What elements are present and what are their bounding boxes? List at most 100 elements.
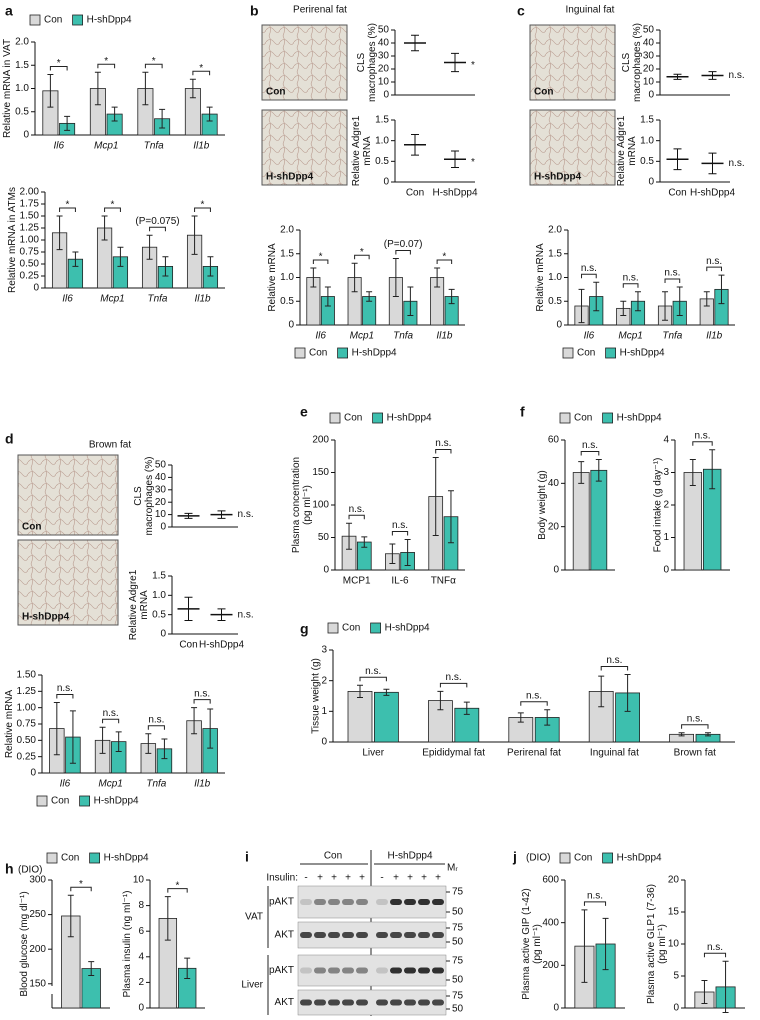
legend-swatch bbox=[294, 347, 306, 359]
legend-label: Con bbox=[44, 15, 62, 26]
insulin-sign: + bbox=[393, 873, 399, 884]
y-tick-label: 20 bbox=[643, 64, 655, 75]
blot-band bbox=[356, 967, 368, 974]
blot-band bbox=[390, 967, 402, 974]
y-axis-label: Plasma active GLP1 (7-36) bbox=[646, 884, 657, 1004]
error-bar bbox=[184, 957, 191, 980]
significance-bracket bbox=[395, 250, 411, 255]
y-tick-label: 3 bbox=[321, 645, 327, 656]
y-tick-label: 0.5 bbox=[375, 156, 389, 167]
y-tick-label: 1.0 bbox=[548, 272, 562, 283]
significance-label: * bbox=[199, 63, 203, 74]
blot-row-label: pAKT bbox=[269, 897, 294, 908]
blot-band bbox=[376, 967, 388, 974]
y-tick-label: 2.0 bbox=[15, 37, 29, 48]
significance-label: n.s. bbox=[664, 268, 680, 279]
blot-band bbox=[432, 967, 444, 974]
significance-bracket bbox=[435, 449, 452, 454]
micrograph bbox=[17, 454, 119, 536]
legend-label: Con bbox=[342, 623, 360, 634]
blot-band bbox=[418, 899, 430, 905]
blot-band bbox=[300, 999, 312, 1006]
error-bar bbox=[451, 150, 459, 169]
significance-label: n.s. bbox=[103, 708, 119, 719]
y-axis-label: Food intake (g day⁻¹) bbox=[652, 458, 663, 553]
error-bar bbox=[662, 291, 669, 321]
y-tick-label: 1 bbox=[663, 532, 669, 543]
error-bar bbox=[111, 106, 118, 122]
x-tick-label: Mcp1 bbox=[94, 141, 118, 152]
significance-label: n.s. bbox=[194, 688, 210, 699]
error-bar bbox=[47, 74, 54, 108]
legend-label: H-shDpp4 bbox=[387, 413, 432, 424]
insulin-sign: - bbox=[380, 873, 383, 884]
x-tick-label: H-shDpp4 bbox=[199, 640, 244, 651]
y-axis-label: CLS bbox=[356, 52, 367, 72]
y-tick-label: 1.0 bbox=[152, 590, 166, 601]
error-bar bbox=[517, 712, 524, 723]
y-tick-label: 50 bbox=[318, 532, 330, 543]
y-axis-label: Relative mRNA bbox=[4, 690, 15, 759]
y-tick-label: 0 bbox=[30, 768, 36, 779]
significance-label: n.s. bbox=[582, 440, 598, 451]
y-tick-label: 300 bbox=[29, 875, 46, 886]
significance-label: n.s. bbox=[687, 713, 703, 724]
error-bar bbox=[56, 215, 63, 251]
significance-bracket bbox=[144, 63, 163, 69]
y-axis-label: macrophages (%) bbox=[367, 23, 378, 102]
mr-tick-label: 50 bbox=[452, 975, 464, 986]
y-tick-label: 2.00 bbox=[20, 187, 40, 198]
y-axis-label: Tissue weight (g) bbox=[310, 658, 321, 734]
error-bar bbox=[357, 684, 363, 699]
panel-letter: f bbox=[520, 404, 525, 420]
y-tick-label: 1.25 bbox=[17, 686, 37, 697]
y-tick-label: 0 bbox=[288, 320, 294, 331]
significance-bracket bbox=[622, 283, 639, 288]
micrograph-label: Con bbox=[534, 87, 553, 98]
blot-band bbox=[390, 899, 402, 905]
panel-letter: g bbox=[300, 621, 309, 637]
significance-label: n.s. bbox=[148, 714, 164, 725]
blot-row-label: AKT bbox=[275, 997, 294, 1008]
blot-band bbox=[314, 967, 326, 974]
error-bar bbox=[578, 461, 585, 484]
y-tick-label: 15 bbox=[668, 907, 680, 918]
blot-band bbox=[390, 932, 402, 938]
error-bar bbox=[94, 71, 101, 106]
legend-label: Con bbox=[574, 853, 592, 864]
y-tick-label: 0 bbox=[648, 177, 654, 188]
legend-label: Con bbox=[309, 348, 327, 359]
error-bar bbox=[689, 459, 696, 486]
blot-band bbox=[390, 999, 402, 1006]
y-tick-label: 0 bbox=[23, 130, 29, 141]
error-bar bbox=[164, 896, 171, 941]
legend-swatch bbox=[329, 412, 341, 424]
significance-bracket bbox=[581, 273, 597, 279]
significance-bracket bbox=[681, 724, 709, 729]
micrograph-label: H-shDpp4 bbox=[266, 172, 314, 183]
error-bar bbox=[448, 288, 455, 305]
legend-label: H-shDpp4 bbox=[617, 853, 662, 864]
insulin-sign: + bbox=[421, 873, 427, 884]
blot-band bbox=[314, 999, 326, 1006]
y-axis-label: CLS bbox=[621, 52, 632, 72]
x-tick-label: Con bbox=[179, 640, 197, 651]
blot-row-label: pAKT bbox=[269, 965, 294, 976]
y-tick-label: 3 bbox=[663, 467, 669, 478]
y-tick-label: 30 bbox=[378, 51, 390, 62]
y-tick-label: 10 bbox=[668, 939, 680, 950]
significance-label: n.s. bbox=[526, 690, 542, 701]
error-bar bbox=[206, 106, 213, 122]
x-tick-label: Il6 bbox=[60, 779, 71, 790]
significance-label: (P=0.075) bbox=[135, 216, 179, 227]
x-tick-label: H-shDpp4 bbox=[432, 188, 477, 199]
blot-band bbox=[432, 899, 444, 905]
significance-label: n.s. bbox=[57, 683, 73, 694]
error-bar bbox=[189, 78, 196, 99]
y-axis-label: macrophages (%) bbox=[632, 23, 643, 102]
error-bar bbox=[101, 215, 108, 241]
y-axis-label: macrophages (%) bbox=[144, 457, 155, 536]
error-bar bbox=[146, 234, 153, 260]
y-tick-label: 50 bbox=[155, 460, 167, 471]
